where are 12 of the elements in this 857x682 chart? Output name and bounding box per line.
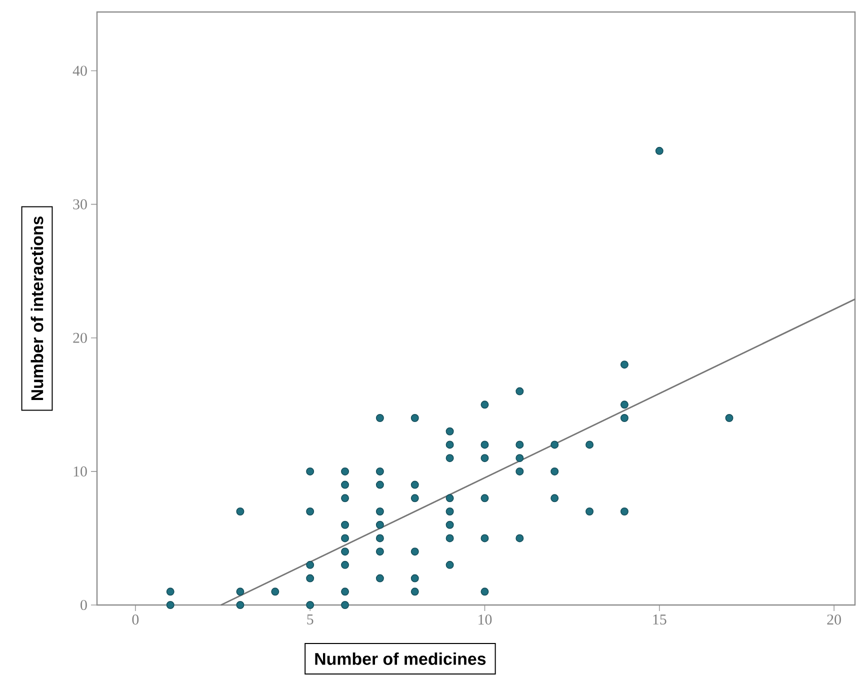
y-axis-title: Number of interactions <box>30 216 44 400</box>
y-tick-label: 30 <box>73 199 87 210</box>
y-tick-label: 10 <box>74 466 87 476</box>
x-tick-label: 15 <box>653 614 666 625</box>
y-tick-label: 40 <box>72 66 87 76</box>
x-tick-label: 10 <box>478 614 492 625</box>
y-tick-label: 20 <box>73 332 87 343</box>
x-tick-label: 0 <box>132 614 139 625</box>
x-tick-label: 5 <box>307 614 314 624</box>
x-tick-label: 20 <box>827 614 841 625</box>
y-tick-label: 0 <box>80 600 87 610</box>
x-axis-title: Number of medicines <box>315 652 486 665</box>
